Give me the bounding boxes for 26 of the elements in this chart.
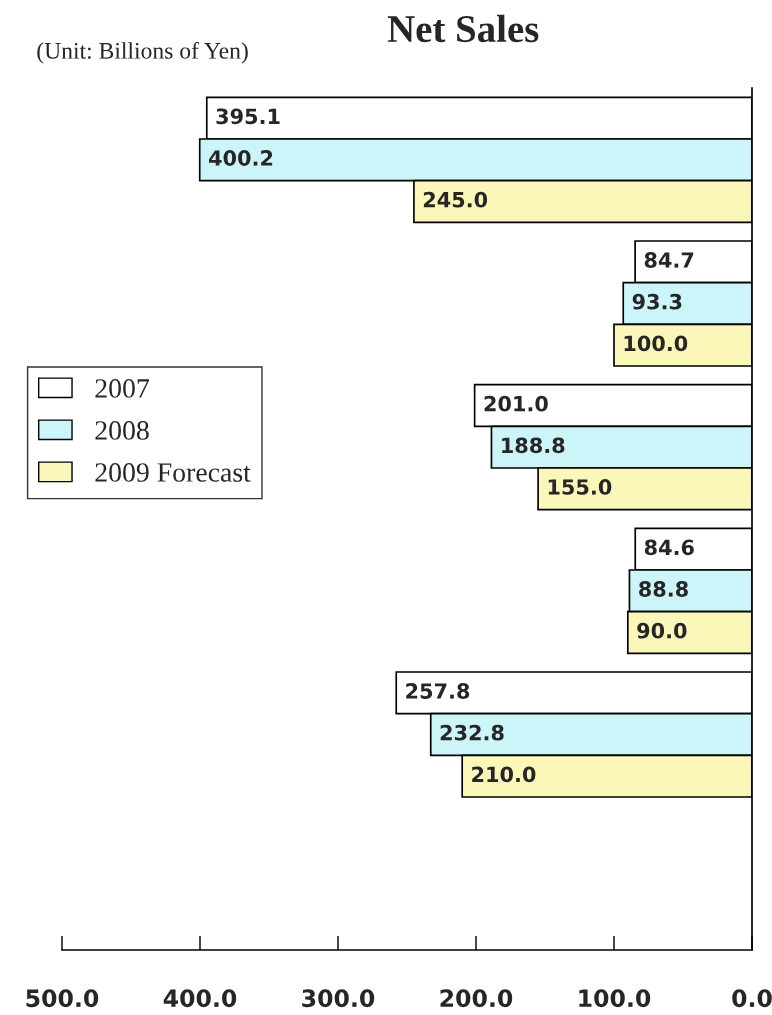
data-label: 84.7 bbox=[644, 252, 694, 268]
x-tick-label: 400.0 bbox=[163, 989, 237, 1008]
chart-title: Net Sales bbox=[387, 14, 539, 43]
data-label: 395.1 bbox=[216, 108, 280, 125]
data-label: 232.8 bbox=[440, 724, 504, 741]
x-tick-label: 300.0 bbox=[302, 989, 375, 1008]
data-label: 93.3 bbox=[632, 293, 682, 310]
data-label: 100.0 bbox=[624, 335, 688, 352]
legend-label: 2009 Forecast bbox=[95, 463, 251, 482]
data-label: 400.2 bbox=[208, 150, 273, 166]
data-label: 88.8 bbox=[639, 581, 688, 597]
data-label: 210.0 bbox=[472, 766, 536, 783]
data-label: 188.8 bbox=[502, 437, 565, 454]
x-tick-label: 0.0 bbox=[732, 989, 772, 1008]
data-label: 245.0 bbox=[423, 191, 488, 208]
x-tick-label: 200.0 bbox=[440, 989, 513, 1008]
x-tick-label: 500.0 bbox=[26, 989, 99, 1008]
data-label: 84.6 bbox=[644, 539, 694, 556]
data-label: 201.0 bbox=[484, 395, 548, 412]
x-tick-label: 100.0 bbox=[579, 989, 651, 1008]
legend-label: 2007 bbox=[95, 379, 150, 398]
data-label: 155.0 bbox=[548, 479, 612, 495]
data-label: 257.8 bbox=[406, 683, 470, 699]
text: (Unit: Billions of Yen) bbox=[37, 41, 248, 64]
data-label: 90.0 bbox=[637, 622, 687, 639]
legend-label: 2008 bbox=[95, 421, 149, 440]
